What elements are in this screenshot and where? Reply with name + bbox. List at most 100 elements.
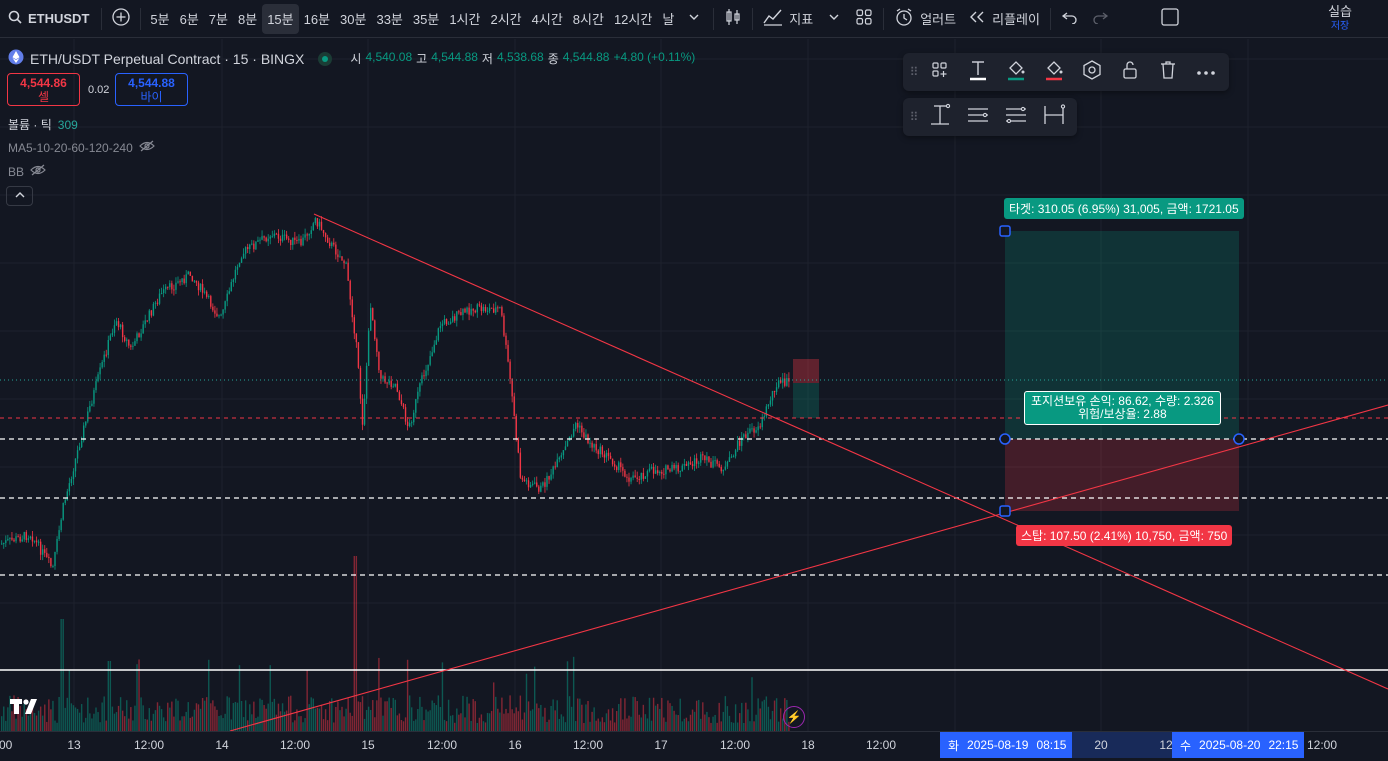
range-end-tag[interactable]: 수 2025-08-20 22:15 xyxy=(1172,732,1304,758)
date-price-range-button[interactable] xyxy=(961,100,995,134)
interval-8h[interactable]: 8시간 xyxy=(572,12,604,27)
volume-bar xyxy=(449,715,452,731)
tradingview-logo[interactable] xyxy=(10,697,42,720)
layouts-button[interactable] xyxy=(849,4,879,34)
fib-levels-button[interactable] xyxy=(999,100,1033,134)
volume-bar xyxy=(83,722,85,731)
collapse-legend-button[interactable] xyxy=(6,186,33,206)
delete-button[interactable] xyxy=(1151,55,1185,89)
volume-bar xyxy=(124,716,126,731)
buy-button[interactable]: 4,544.88 바이 xyxy=(115,73,188,106)
indicators-button[interactable]: 지표 xyxy=(757,4,819,34)
stop-zone[interactable] xyxy=(1005,439,1239,511)
eye-off-icon[interactable] xyxy=(30,164,46,179)
eye-off-icon[interactable] xyxy=(138,140,155,155)
candle xyxy=(462,308,464,315)
price-chart[interactable] xyxy=(0,39,1388,731)
position-status-label[interactable]: 포지션보유 손익: 86.62, 수량: 2.326 위험/보상율: 2.88 xyxy=(1024,391,1221,425)
volume-bar xyxy=(109,661,112,731)
interval-16m[interactable]: 16분 xyxy=(303,12,331,27)
undo-button[interactable] xyxy=(1055,4,1085,34)
interval-12h[interactable]: 12시간 xyxy=(613,12,653,27)
volume-bar xyxy=(306,669,308,731)
save-button[interactable]: 실습 저장 xyxy=(1328,4,1352,34)
interval-4h[interactable]: 4시간 xyxy=(531,12,563,27)
interval-7m[interactable]: 7분 xyxy=(208,12,228,27)
candle xyxy=(771,391,774,401)
chart-type-button[interactable] xyxy=(718,4,748,34)
templates-button[interactable] xyxy=(923,55,957,89)
volume-bar xyxy=(203,700,206,731)
drag-handle-icon[interactable]: ⠿ xyxy=(909,110,919,124)
chart-pane[interactable] xyxy=(0,39,1388,731)
target-label[interactable]: 타겟: 310.05 (6.95%) 31,005, 금액: 1721.05 xyxy=(1004,198,1244,219)
candle xyxy=(538,486,540,492)
entry-handle[interactable] xyxy=(999,433,1011,445)
stop-label[interactable]: 스탑: 107.50 (2.41%) 10,750, 금액: 750 xyxy=(1016,525,1233,546)
interval-dropdown[interactable] xyxy=(679,4,709,34)
fill-color-button[interactable] xyxy=(999,55,1033,89)
volume-bar xyxy=(536,703,538,731)
candle xyxy=(249,244,251,250)
candle xyxy=(117,321,120,328)
candle xyxy=(447,323,450,325)
descending-trendline[interactable] xyxy=(313,213,1388,690)
candle xyxy=(404,407,407,422)
date-range-button[interactable] xyxy=(1037,100,1071,134)
drag-handle-icon[interactable]: ⠿ xyxy=(909,65,919,79)
stop-handle[interactable] xyxy=(999,505,1011,517)
candle xyxy=(171,283,173,290)
interval-30m[interactable]: 30분 xyxy=(340,12,367,27)
candle xyxy=(288,238,290,240)
redo-button[interactable] xyxy=(1085,4,1115,34)
legend-title[interactable]: ETH/USDT Perpetual Contract · 15 · BINGX xyxy=(30,50,305,67)
width-handle[interactable] xyxy=(1233,433,1245,445)
market-status-icon[interactable] xyxy=(318,51,333,66)
interval-6m[interactable]: 6분 xyxy=(179,12,199,27)
interval-1h[interactable]: 1시간 xyxy=(449,12,481,27)
candle xyxy=(560,455,563,458)
volume-bar xyxy=(706,711,708,731)
volume-indicator[interactable]: 볼륨 · 틱 309 xyxy=(8,116,78,133)
interval-35m[interactable]: 35분 xyxy=(412,12,440,27)
price-range-button[interactable] xyxy=(923,100,957,134)
candle xyxy=(736,440,739,451)
fullscreen-button[interactable] xyxy=(1155,4,1185,34)
interval-day[interactable]: 날 xyxy=(662,12,675,27)
candle xyxy=(99,367,101,375)
volume-bar xyxy=(683,718,686,731)
replay-button[interactable]: 리플레이 xyxy=(962,4,1046,34)
lock-button[interactable] xyxy=(1113,55,1147,89)
bb-indicator[interactable]: BB xyxy=(8,164,46,179)
time-axis[interactable]: :00 13 12:00 14 12:00 15 12:00 16 12:00 … xyxy=(0,731,1388,761)
alert-button[interactable]: 얼러트 xyxy=(888,4,962,34)
ma-indicator[interactable]: MA5-10-20-60-120-240 xyxy=(8,140,155,155)
candle xyxy=(548,476,550,480)
candle xyxy=(613,464,616,467)
indicators-dropdown[interactable] xyxy=(819,4,849,34)
range-start-tag[interactable]: 화 2025-08-19 08:15 xyxy=(940,732,1072,758)
interval-33m[interactable]: 33분 xyxy=(376,12,403,27)
symbol-search[interactable]: ETHUSDT xyxy=(0,0,97,37)
stop-color-button[interactable] xyxy=(1037,55,1071,89)
interval-8m[interactable]: 8분 xyxy=(238,12,258,27)
candle xyxy=(97,374,99,382)
text-color-button[interactable] xyxy=(961,55,995,89)
candle xyxy=(370,308,372,331)
more-button[interactable] xyxy=(1189,55,1223,89)
lightning-button[interactable]: ⚡ xyxy=(783,706,805,728)
candle xyxy=(460,312,462,315)
volume-bar xyxy=(753,721,755,731)
candle xyxy=(493,308,495,313)
sell-button[interactable]: 4,544.86 셀 xyxy=(7,73,80,106)
volume-bar xyxy=(56,722,58,731)
ascending-trendline[interactable] xyxy=(229,404,1388,731)
target-handle[interactable] xyxy=(999,225,1011,237)
candle xyxy=(765,406,768,417)
interval-5m[interactable]: 5분 xyxy=(150,12,170,27)
settings-button[interactable] xyxy=(1075,55,1109,89)
interval-2h[interactable]: 2시간 xyxy=(490,12,522,27)
compare-symbol-button[interactable] xyxy=(106,4,136,34)
volume-bar xyxy=(447,699,450,731)
interval-15m[interactable]: 15분 xyxy=(262,3,299,34)
